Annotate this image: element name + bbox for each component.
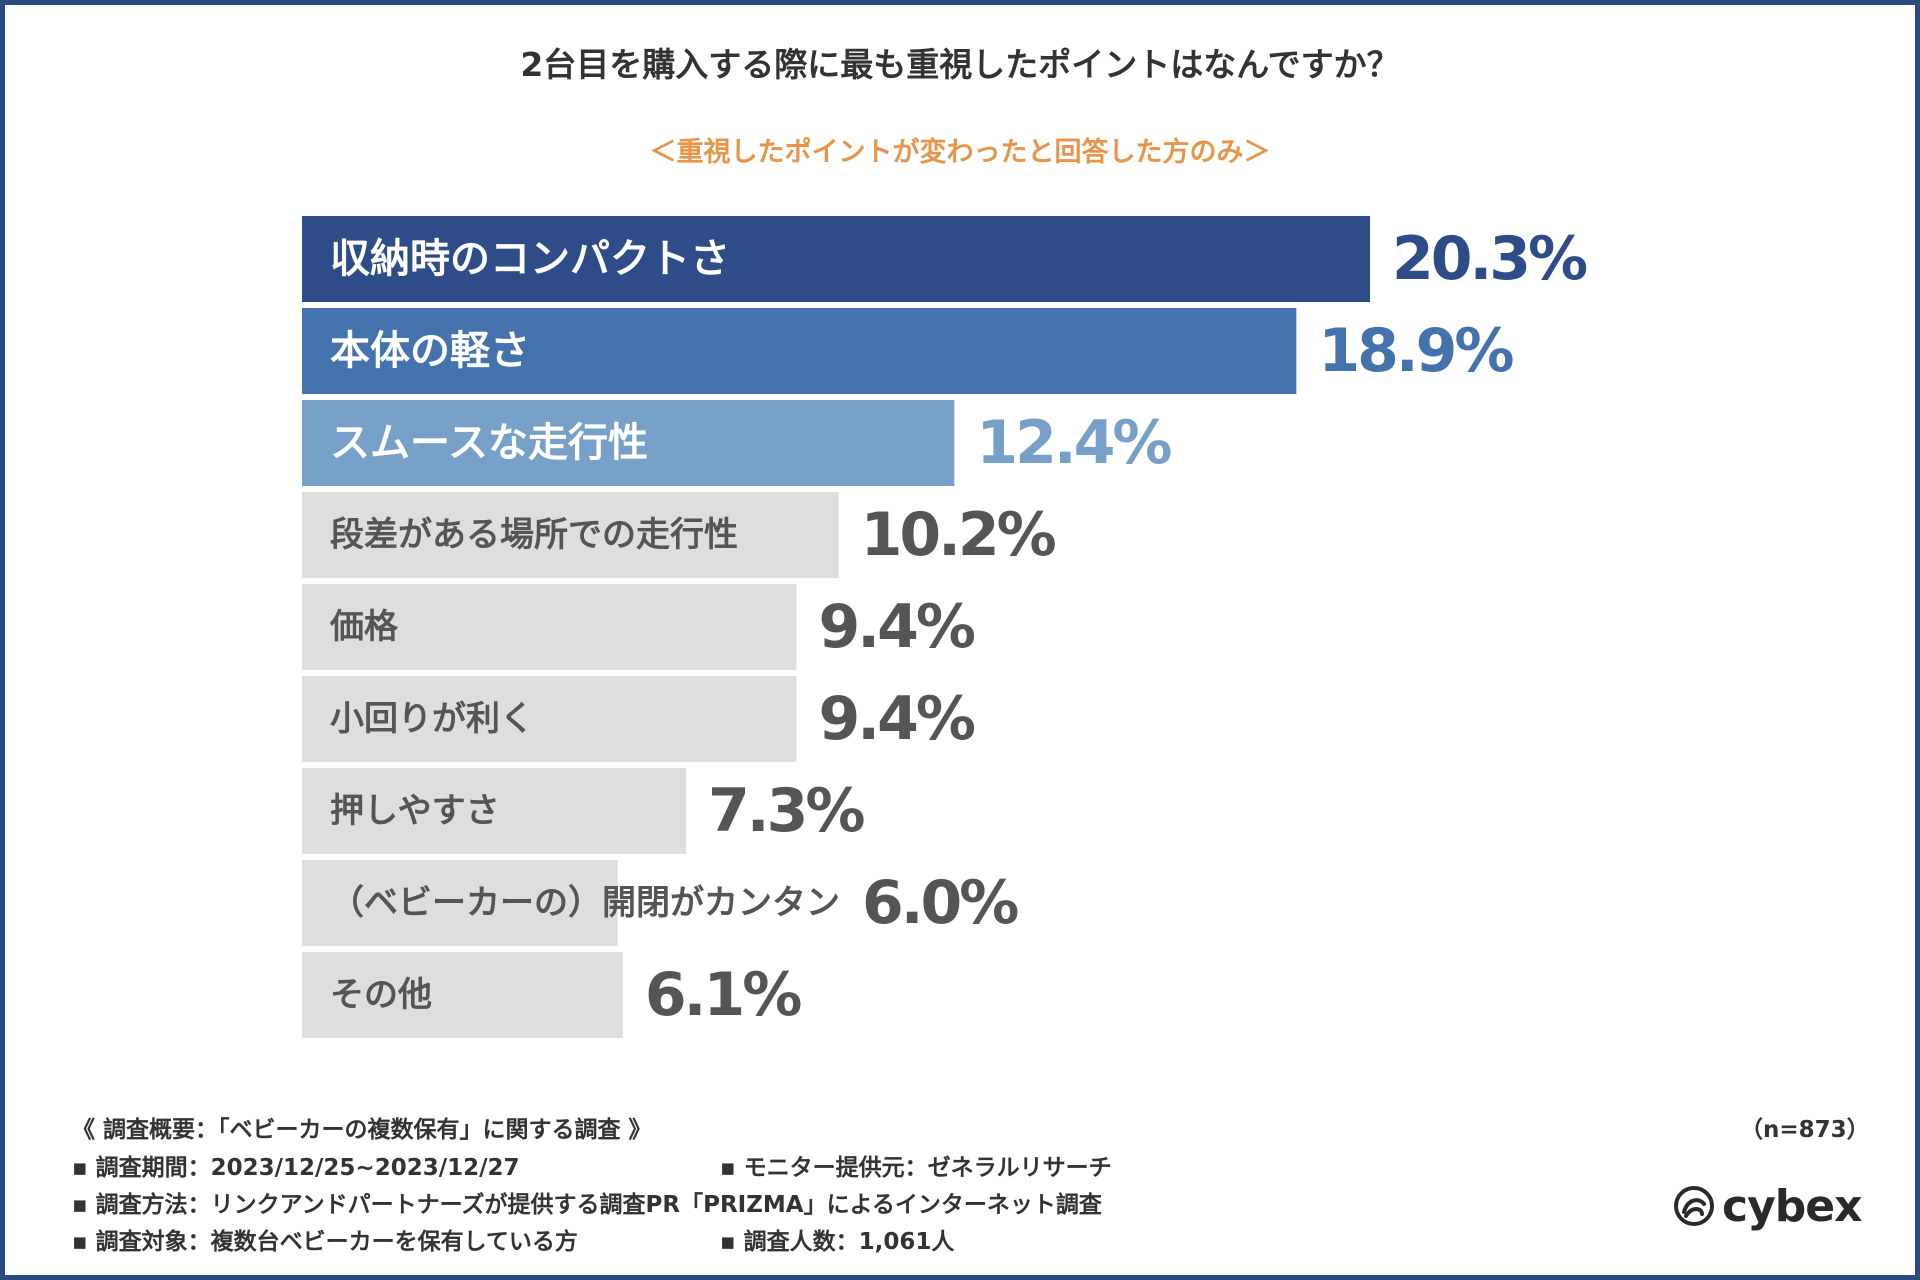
- sample-size: （n=873）: [1740, 1117, 1870, 1143]
- footer-heading: 《 調査概要：「ベビーカーの複数保有」に関する調査 》: [72, 1117, 652, 1143]
- cybex-swirl-icon: [1674, 1186, 1714, 1226]
- brand-logo: cybex: [1672, 1178, 1862, 1234]
- bar-8: [302, 952, 623, 1038]
- footer-period: ▪ 調査期間：2023/12/25~2023/12/27: [72, 1155, 520, 1181]
- bar-3: [302, 492, 839, 578]
- bar-value-2: 12.4%: [976, 408, 1171, 478]
- bar-label-1: 本体の軽さ: [330, 328, 530, 374]
- bar-5: [302, 676, 797, 762]
- footer-count: ▪ 調査人数：1,061人: [720, 1229, 955, 1255]
- bar-0: [302, 216, 1370, 302]
- bar-6: [302, 768, 687, 854]
- brand-name: cybex: [1722, 1180, 1862, 1232]
- bar-label-2: スムースな走行性: [330, 420, 648, 466]
- bar-value-6: 7.3%: [708, 776, 864, 846]
- chart-title: 2台目を購入する際に最も重視したポイントはなんですか？: [520, 45, 1400, 84]
- bar-label-7: （ベビーカーの）開閉がカンタン: [330, 883, 840, 923]
- bar-value-5: 9.4%: [819, 684, 975, 754]
- chart-subtitle: ＜重視したポイントが変わったと回答した方のみ＞: [649, 137, 1271, 168]
- bar-label-0: 収納時のコンパクトさ: [330, 236, 730, 282]
- bar-value-8: 6.1%: [645, 960, 801, 1030]
- bar-value-3: 10.2%: [861, 500, 1056, 570]
- bar-value-7: 6.0%: [862, 868, 1018, 938]
- footer-target: ▪ 調査対象：複数台ベビーカーを保有している方: [72, 1229, 578, 1255]
- bar-label-4: 価格: [329, 607, 399, 647]
- bar-value-4: 9.4%: [819, 592, 975, 662]
- bar-2: [302, 400, 955, 486]
- bar-label-6: 押しやすさ: [330, 791, 500, 831]
- bar-label-5: 小回りが利く: [330, 699, 534, 739]
- bar-value-1: 18.9%: [1318, 316, 1513, 386]
- bar-label-3: 段差がある場所での走行性: [330, 515, 738, 555]
- footer-provider: ▪ モニター提供元：ゼネラルリサーチ: [720, 1155, 1112, 1181]
- bar-4: [302, 584, 797, 670]
- bar-7: [302, 860, 618, 946]
- bar-value-0: 20.3%: [1392, 224, 1587, 294]
- bar-1: [302, 308, 1297, 394]
- bar-label-8: その他: [330, 975, 432, 1015]
- footer-method: ▪ 調査方法：リンクアンドパートナーズが提供する調査PR「PRIZMA」によるイ…: [72, 1192, 1102, 1218]
